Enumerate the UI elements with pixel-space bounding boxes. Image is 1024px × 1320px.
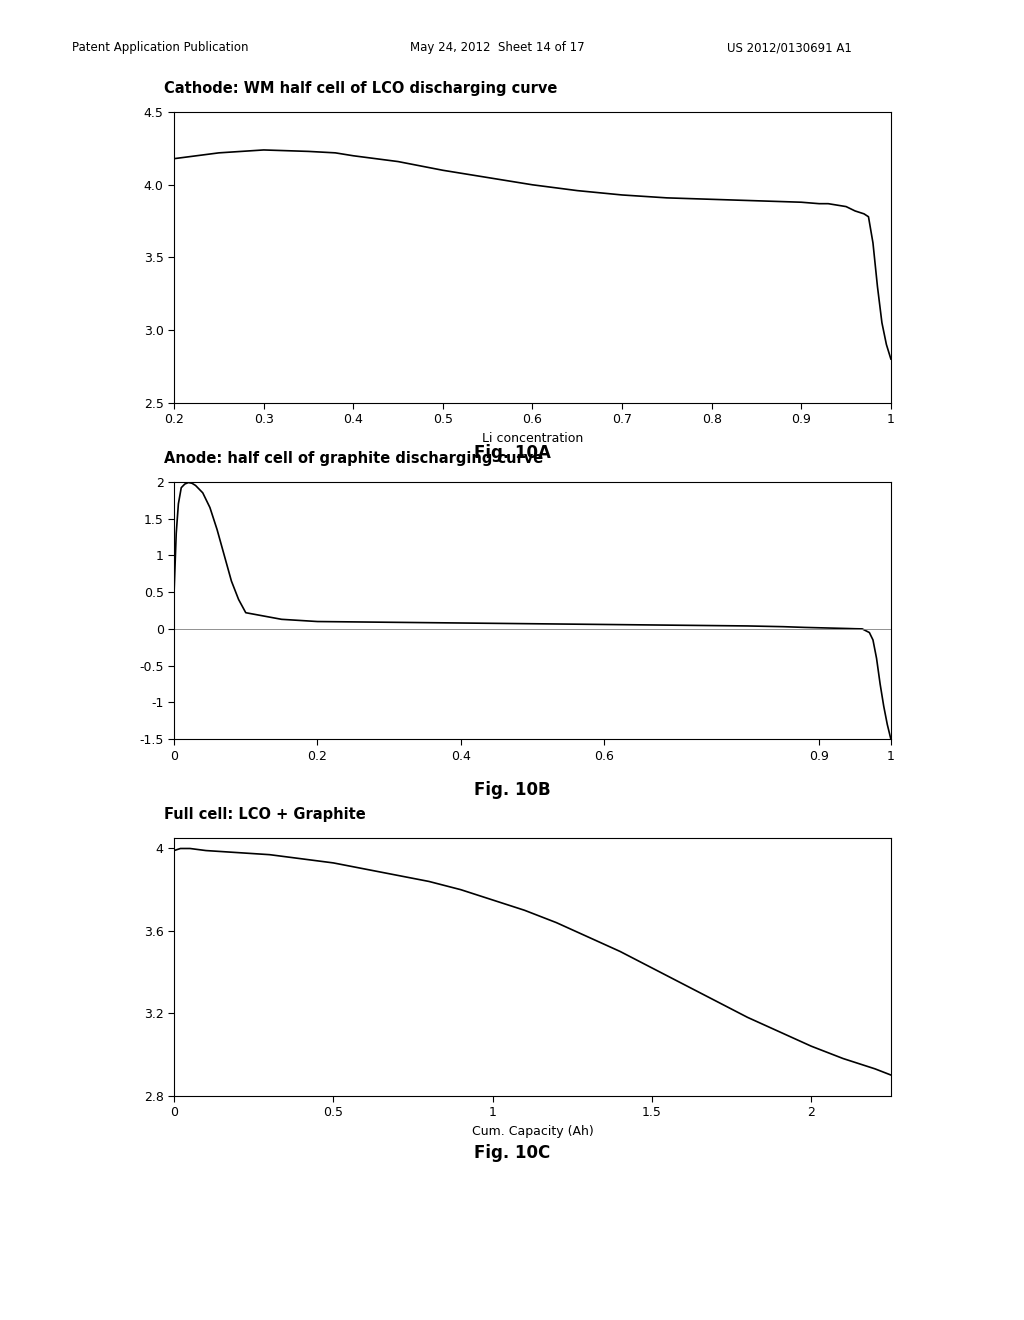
X-axis label: Li concentration: Li concentration — [482, 432, 583, 445]
X-axis label: Cum. Capacity (Ah): Cum. Capacity (Ah) — [472, 1125, 593, 1138]
Text: Fig. 10A: Fig. 10A — [473, 444, 551, 462]
Text: Anode: half cell of graphite discharging curve: Anode: half cell of graphite discharging… — [164, 451, 543, 466]
Text: Full cell: LCO + Graphite: Full cell: LCO + Graphite — [164, 808, 366, 822]
Text: Fig. 10B: Fig. 10B — [474, 780, 550, 799]
Text: May 24, 2012  Sheet 14 of 17: May 24, 2012 Sheet 14 of 17 — [410, 41, 585, 54]
Text: Cathode: WM half cell of LCO discharging curve: Cathode: WM half cell of LCO discharging… — [164, 82, 557, 96]
Text: US 2012/0130691 A1: US 2012/0130691 A1 — [727, 41, 852, 54]
Text: Patent Application Publication: Patent Application Publication — [72, 41, 248, 54]
Text: Fig. 10C: Fig. 10C — [474, 1143, 550, 1162]
